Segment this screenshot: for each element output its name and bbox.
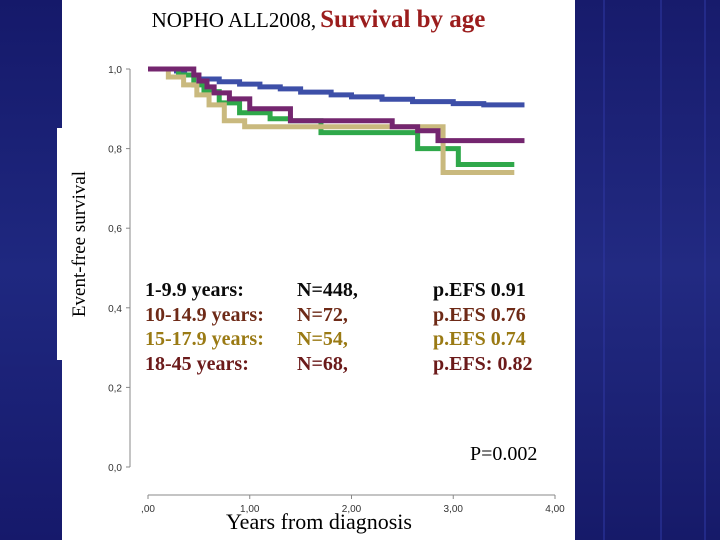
survival-curve — [148, 66, 525, 144]
background-left — [0, 0, 62, 540]
y-axis-title-box: Event-free survival — [57, 128, 103, 360]
background-decoration-line — [660, 0, 662, 540]
x-tick-label: 1,00 — [240, 504, 260, 515]
legend-efs: p.EFS: 0.82 — [433, 352, 533, 375]
x-tick-label: 2,00 — [342, 504, 362, 515]
legend-n: N=72, — [297, 303, 348, 326]
legend-efs: p.EFS 0.74 — [433, 328, 526, 350]
legend-efs: p.EFS 0.76 — [433, 303, 526, 326]
chart-axes: 0,0 0,2 0,4 0,6 0,8 1,0 ,00 1,00 2,00 3,00 4,00 — [108, 65, 565, 515]
chart-curves — [148, 66, 525, 175]
legend-n: N=54, — [297, 328, 348, 350]
x-axis-title: Years from diagnosis — [226, 509, 412, 534]
survival-curve — [148, 66, 515, 175]
background-right — [575, 0, 720, 540]
title-highlight: Survival by age — [320, 6, 486, 33]
legend-group-label: 10-14.9 years: — [145, 303, 264, 326]
x-tick-label: 3,00 — [444, 504, 464, 515]
x-tick-label: ,00 — [141, 504, 155, 515]
y-tick-label: 0,0 — [108, 463, 122, 474]
background-decoration-line — [704, 0, 706, 540]
legend-efs: p.EFS 0.91 — [433, 279, 526, 301]
background-decoration-line — [603, 0, 605, 540]
legend-group-label: 15-17.9 years: — [145, 328, 264, 350]
x-tick-label: 4,00 — [545, 504, 565, 515]
legend-group-label: 18-45 years: — [145, 352, 249, 375]
title-prefix: NOPHO ALL2008, — [151, 8, 317, 32]
y-tick-label: 0,8 — [108, 145, 122, 156]
legend-n: N=448, — [297, 279, 358, 301]
p-value: P=0.002 — [470, 443, 538, 465]
legend-group-label: 1-9.9 years: — [145, 279, 244, 301]
legend-n: N=68, — [297, 352, 348, 375]
y-tick-label: 0,6 — [108, 224, 122, 235]
y-tick-label: 1,0 — [108, 65, 122, 76]
survival-curve — [148, 66, 515, 168]
y-tick-label: 0,4 — [108, 304, 122, 315]
y-tick-label: 0,2 — [108, 383, 122, 394]
chart-title: NOPHO ALL2008, Survival by age — [62, 6, 575, 42]
legend: 1-9.9 years: N=448, p.EFS 0.91 10-14.9 y… — [145, 278, 555, 390]
